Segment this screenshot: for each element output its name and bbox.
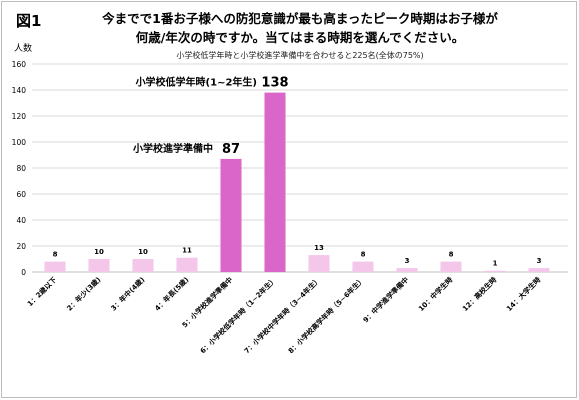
chart-title-line2: 何歳/年次の時ですか。当てはまる時期を選んでください。: [135, 30, 465, 45]
bar: [44, 261, 66, 272]
x-tick-label: 14：大学生時: [504, 275, 542, 313]
data-label: 8: [53, 251, 58, 259]
data-label: 3: [405, 257, 410, 265]
x-tick-label: 2：年少(3歳): [65, 275, 103, 313]
data-label: 11: [182, 247, 192, 255]
callout-label: 小学校進学準備中: [132, 142, 213, 155]
bar: [440, 261, 462, 272]
data-label: 13: [314, 244, 324, 252]
figure-label: 図1: [16, 12, 42, 30]
x-tick-label: 3：年中(4歳): [109, 275, 147, 313]
data-label: 1: [493, 260, 498, 268]
x-tick-label: 12：高校生時: [460, 275, 498, 313]
callout-label: 小学校低学年時(1~2年生): [135, 76, 257, 89]
bar: [484, 270, 506, 272]
bar: [528, 268, 550, 272]
bar: [132, 259, 154, 272]
x-tick-label: 10：中学生時: [416, 275, 454, 313]
bar: [352, 261, 374, 272]
x-tick-label: 8：小学校高学年時（5~6年生）: [286, 275, 366, 355]
y-tick-label: 140: [12, 86, 27, 95]
y-tick-label: 20: [16, 242, 26, 251]
bar: [396, 268, 418, 272]
x-tick-label: 4：年長(5歳): [153, 275, 191, 313]
bar: [176, 257, 198, 272]
y-tick-label: 120: [12, 112, 27, 121]
x-tick-label: 1：2歳以下: [25, 275, 58, 308]
y-tick-label: 60: [16, 190, 26, 199]
data-label: 10: [94, 248, 104, 256]
chart-title-line1: 今までで1番お子様への防犯意識が最も高まったピーク時期はお子様が: [102, 11, 498, 26]
y-tick-label: 100: [12, 138, 27, 147]
bar: [264, 92, 286, 272]
callout-value: 87: [222, 142, 240, 157]
y-tick-label: 0: [21, 268, 26, 277]
y-tick-label: 160: [12, 60, 27, 69]
data-label: 3: [537, 257, 542, 265]
y-tick-label: 40: [16, 216, 26, 225]
x-tick-label: 7：小学校中学年時（3~4年生）: [242, 275, 322, 355]
data-label: 10: [138, 248, 148, 256]
data-label: 8: [361, 251, 366, 259]
bar: [88, 259, 110, 272]
x-tick-label: 6：小学校低学年時（1~2年生）: [198, 275, 278, 355]
callout-value: 138: [261, 76, 288, 91]
data-label: 8: [449, 251, 454, 259]
x-tick-label: 9：中学進学準備中: [361, 275, 410, 324]
y-tick-label: 80: [16, 164, 26, 173]
chart-subtitle: 小学校低学年時と小学校進学準備中を合わせると225名(全体の75%): [176, 51, 424, 60]
bar: [220, 158, 242, 272]
y-axis-unit-label: 人数: [14, 44, 33, 54]
bar: [308, 255, 330, 272]
